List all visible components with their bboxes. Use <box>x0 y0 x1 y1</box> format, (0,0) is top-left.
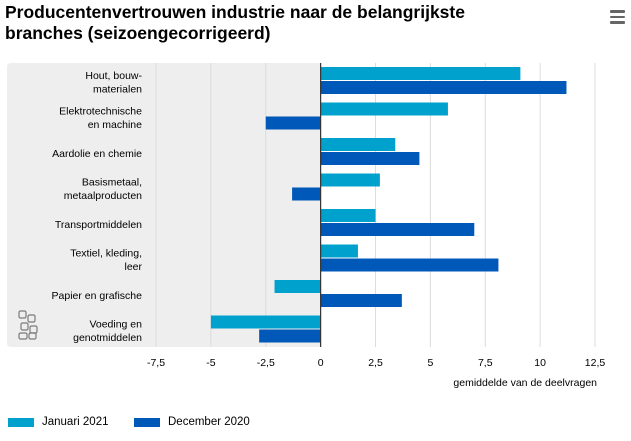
category-label-transportmiddelen: Transportmiddelen <box>55 219 142 231</box>
bar-december-2020-hout-bouw-materialen <box>320 81 567 94</box>
bar-december-2020-papier-en-grafische <box>320 294 402 307</box>
legend-label-januari-2021: Januari 2021 <box>42 416 109 428</box>
x-tick-label: 5 <box>427 357 433 369</box>
bar-januari-2021-transportmiddelen <box>320 209 376 222</box>
category-label-textiel-kleding-leer: Textiel, kleding, leer <box>70 248 142 274</box>
legend-item-december-2020[interactable]: December 2020 <box>134 416 250 428</box>
legend-item-januari-2021[interactable]: Januari 2021 <box>8 416 109 428</box>
x-tick-label: -7,5 <box>147 357 165 369</box>
bar-december-2020-elektrotechnische-en-machine <box>265 116 321 130</box>
category-label-elektrotechnische-en-machine: Elektrotechnische en machine <box>59 106 142 132</box>
category-label-aardolie-en-chemie: Aardolie en chemie <box>52 148 142 160</box>
category-label-hout-bouw-materialen: Hout, bouw-materialen <box>85 70 142 96</box>
category-label-basismetaal-metaalproducten: Basismetaal, metaalproducten <box>64 177 142 203</box>
chart-title: Producentenvertrouwen industrie naar de … <box>5 2 565 44</box>
category-label-papier-en-grafische: Papier en grafische <box>52 290 143 302</box>
x-tick-label: 7,5 <box>478 357 493 369</box>
bar-januari-2021-aardolie-en-chemie <box>320 138 396 151</box>
x-tick-label: -5 <box>206 357 215 369</box>
x-tick-label: 10 <box>534 357 546 369</box>
bar-januari-2021-voeding-en-genotmiddelen <box>210 315 321 329</box>
chart-title-line-1: Producentenvertrouwen industrie naar de … <box>5 2 465 22</box>
x-tick-label: 12,5 <box>585 357 606 369</box>
x-tick-label: -2,5 <box>257 357 275 369</box>
bar-december-2020-transportmiddelen <box>320 223 475 236</box>
bar-december-2020-basismetaal-metaalproducten <box>292 187 321 201</box>
cbs-logo-icon <box>18 310 38 340</box>
chart-title-line-2: branches (seizoengecorrigeerd) <box>5 23 271 43</box>
bar-januari-2021-textiel-kleding-leer <box>320 244 358 258</box>
category-label-voeding-en-genotmiddelen: Voeding en genotmiddelen <box>73 319 142 345</box>
bar-januari-2021-elektrotechnische-en-machine <box>320 102 448 116</box>
x-axis-label: gemiddelde van de deelvragen <box>453 377 597 389</box>
legend-swatch-januari-2021 <box>8 417 34 427</box>
hamburger-menu-icon[interactable] <box>610 10 625 24</box>
bar-december-2020-textiel-kleding-leer <box>320 258 499 272</box>
x-tick-label: 2,5 <box>368 357 383 369</box>
bar-januari-2021-basismetaal-metaalproducten <box>320 173 380 187</box>
bar-december-2020-voeding-en-genotmiddelen <box>259 329 321 343</box>
bar-januari-2021-hout-bouw-materialen <box>320 67 521 80</box>
bar-december-2020-aardolie-en-chemie <box>320 152 420 165</box>
legend-label-december-2020: December 2020 <box>168 416 250 428</box>
bar-januari-2021-papier-en-grafische <box>274 280 321 293</box>
x-tick-label: 0 <box>318 357 324 369</box>
category-label-panel <box>7 63 321 347</box>
legend-swatch-december-2020 <box>134 417 160 427</box>
